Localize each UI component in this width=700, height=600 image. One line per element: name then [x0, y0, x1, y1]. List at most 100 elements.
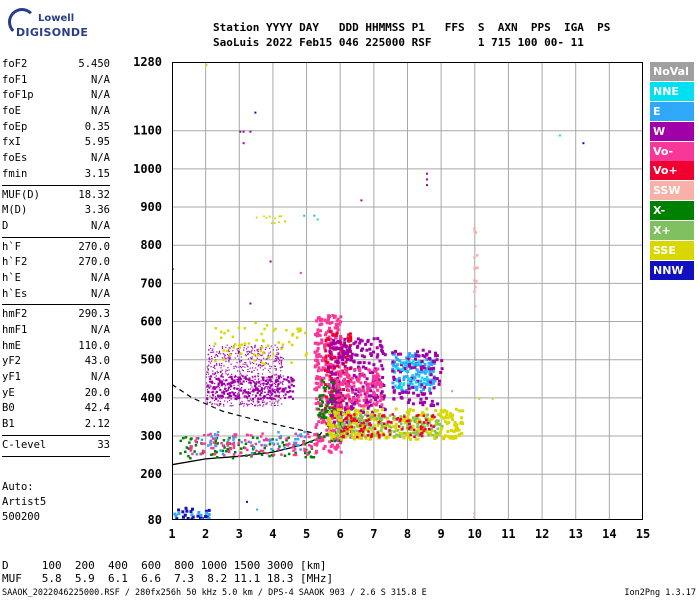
param-name: h`F	[2, 240, 21, 253]
echo-point	[403, 415, 406, 418]
echo-point	[243, 395, 246, 398]
echo-point	[428, 418, 432, 422]
echo-point	[351, 414, 355, 418]
echo-point	[416, 432, 420, 435]
x-tick-label: 14	[602, 527, 616, 541]
echo-point	[421, 423, 424, 426]
echo-point	[345, 402, 349, 406]
param-separator	[2, 434, 110, 436]
echo-point	[335, 326, 339, 330]
echo-point	[283, 396, 287, 400]
echo-point	[211, 391, 214, 394]
echo-point	[434, 351, 437, 355]
echo-point	[254, 111, 257, 114]
echo-point	[426, 424, 429, 427]
echo-point	[227, 441, 231, 445]
echo-point	[221, 373, 224, 375]
echo-point	[353, 413, 356, 416]
echo-point	[401, 427, 404, 431]
echo-point	[237, 393, 239, 395]
echo-point	[232, 405, 234, 407]
echo-point	[280, 347, 283, 351]
echo-point	[334, 404, 338, 407]
echo-point	[239, 381, 241, 383]
echo-point	[360, 427, 363, 431]
echo-point	[250, 451, 254, 455]
echo-point	[257, 405, 259, 407]
echo-point	[428, 421, 432, 424]
echo-point	[450, 415, 454, 419]
echo-point	[243, 347, 245, 349]
echo-point	[260, 387, 263, 390]
echo-point	[285, 443, 288, 446]
echo-point	[216, 442, 219, 445]
echo-point	[247, 403, 249, 405]
echo-point	[360, 436, 363, 440]
echo-point	[348, 397, 352, 401]
echo-point	[219, 364, 221, 366]
echo-point	[407, 420, 410, 424]
echo-point	[347, 415, 350, 418]
echo-point	[349, 419, 353, 423]
echo-point	[277, 387, 280, 391]
param-row-foes: foEs N/A	[2, 151, 110, 167]
param-name: foF1	[2, 73, 28, 86]
echo-point	[240, 367, 242, 369]
echo-point	[317, 420, 321, 424]
echo-point	[421, 411, 425, 414]
echo-point	[291, 334, 294, 337]
echo-point	[475, 279, 478, 283]
echo-point	[199, 513, 203, 517]
param-value: N/A	[91, 219, 110, 232]
param-value: 3.15	[84, 167, 110, 180]
echo-point	[369, 418, 373, 421]
echo-point	[227, 438, 230, 441]
echo-point	[426, 431, 430, 435]
echo-point	[342, 344, 346, 347]
echo-point	[226, 344, 228, 346]
echo-point	[330, 439, 333, 443]
echo-point	[266, 452, 269, 455]
echo-point	[427, 383, 430, 386]
echo-point	[239, 447, 243, 450]
echo-point	[237, 351, 239, 353]
echo-point	[217, 400, 219, 402]
muf-table: D 100 200 400 600 800 1000 1500 3000 [km…	[2, 559, 333, 585]
echo-point	[314, 451, 317, 455]
echo-point	[254, 405, 256, 407]
echo-point	[328, 326, 331, 330]
echo-point	[252, 446, 256, 450]
echo-point	[364, 435, 367, 438]
echo-point	[223, 332, 226, 335]
echo-point	[296, 327, 299, 330]
echo-point	[221, 373, 223, 375]
echo-point	[440, 367, 444, 371]
param-row-yf2: yF2 43.0	[2, 354, 110, 370]
echo-point	[348, 399, 352, 403]
plot-axes: 1 2 3 4 5 6 7 8 9 10 11 12 13 14 158020030040050060070…	[133, 55, 650, 541]
echo-point	[220, 336, 223, 339]
echo-point	[252, 379, 254, 381]
echo-point	[250, 434, 253, 437]
echo-point	[323, 387, 327, 390]
echo-point	[265, 216, 268, 219]
param-value: 33	[97, 438, 110, 451]
echo-point	[334, 447, 338, 451]
echo-point	[249, 302, 252, 305]
echo-point	[388, 420, 391, 424]
echo-point	[277, 353, 280, 355]
echo-point	[228, 369, 230, 371]
echo-point	[360, 199, 363, 202]
echo-point	[358, 403, 362, 407]
echo-point	[366, 338, 370, 342]
echo-point	[283, 444, 286, 447]
echo-point	[248, 381, 251, 384]
legend-item-noval: NoVal	[650, 62, 694, 81]
echo-point	[412, 391, 416, 395]
echo-point	[376, 388, 380, 392]
echo-point	[378, 436, 381, 439]
echo-point	[222, 352, 224, 355]
echo-point	[278, 363, 280, 365]
echo-point	[262, 339, 265, 343]
echo-point	[259, 381, 261, 383]
